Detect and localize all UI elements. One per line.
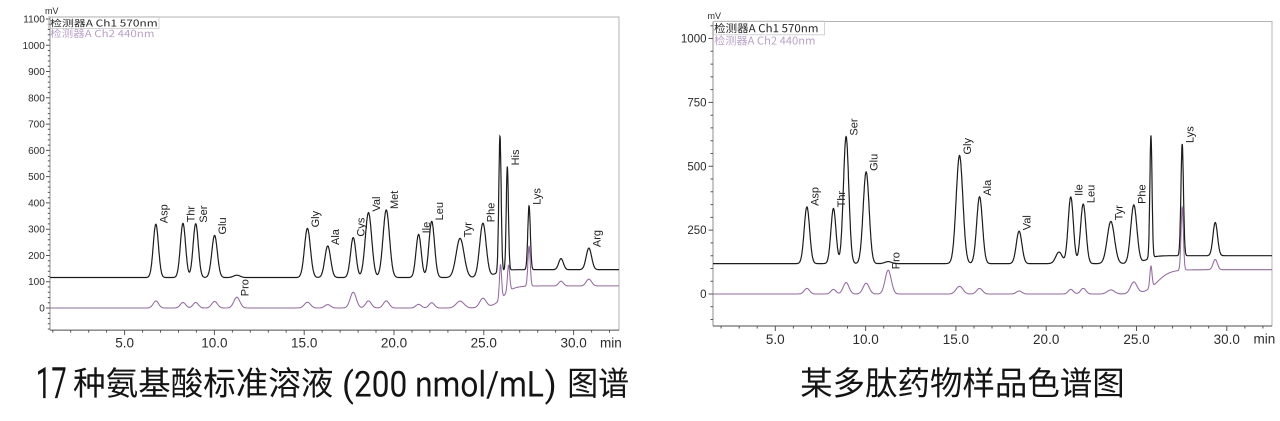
svg-text:Tyr: Tyr <box>1113 205 1125 221</box>
svg-text:min: min <box>600 336 622 351</box>
svg-text:Pro: Pro <box>239 279 251 296</box>
svg-text:1000: 1000 <box>23 41 46 52</box>
svg-text:Val: Val <box>371 197 383 212</box>
svg-text:Asp: Asp <box>158 204 170 223</box>
svg-text:Gly: Gly <box>310 210 322 227</box>
svg-text:800: 800 <box>28 93 45 104</box>
svg-text:25.0: 25.0 <box>471 336 497 351</box>
svg-text:20.0: 20.0 <box>381 336 407 351</box>
svg-text:30.0: 30.0 <box>560 336 586 351</box>
svg-text:Thr: Thr <box>836 191 848 208</box>
svg-text:750: 750 <box>687 97 706 109</box>
svg-text:Phe: Phe <box>485 203 497 223</box>
svg-text:1100: 1100 <box>23 15 45 26</box>
svg-text:1000: 1000 <box>681 34 707 46</box>
svg-text:Ser: Ser <box>198 205 210 222</box>
svg-text:25.0: 25.0 <box>1123 332 1149 347</box>
svg-text:5.0: 5.0 <box>115 336 134 351</box>
svg-text:His: His <box>510 149 522 165</box>
svg-text:700: 700 <box>28 120 45 131</box>
svg-text:Lys: Lys <box>1185 126 1197 143</box>
svg-text:Leu: Leu <box>1086 185 1098 203</box>
svg-text:Glu: Glu <box>217 217 229 234</box>
svg-text:Ala: Ala <box>982 179 994 196</box>
svg-text:0: 0 <box>39 304 45 315</box>
svg-text:Ser: Ser <box>849 118 861 135</box>
svg-text:Leu: Leu <box>434 202 446 220</box>
svg-text:Thr: Thr <box>186 206 198 223</box>
svg-text:Phe: Phe <box>1136 184 1148 204</box>
svg-text:100: 100 <box>28 277 45 288</box>
svg-text:15.0: 15.0 <box>291 336 317 351</box>
svg-text:mV: mV <box>45 6 59 16</box>
svg-text:Asp: Asp <box>809 187 821 206</box>
svg-text:200: 200 <box>28 251 45 262</box>
svg-text:10.0: 10.0 <box>852 332 878 347</box>
svg-text:Cys: Cys <box>356 217 368 236</box>
svg-text:Gly: Gly <box>962 138 974 155</box>
svg-text:500: 500 <box>687 161 706 173</box>
svg-text:min: min <box>1254 332 1276 347</box>
svg-text:15.0: 15.0 <box>943 332 969 347</box>
svg-text:250: 250 <box>687 225 706 237</box>
svg-text:300: 300 <box>28 225 45 236</box>
svg-text:5.0: 5.0 <box>766 332 785 347</box>
svg-text:Lys: Lys <box>532 188 544 205</box>
svg-text:Met: Met <box>389 191 401 209</box>
svg-text:Tyr: Tyr <box>463 222 475 238</box>
svg-text:Glu: Glu <box>869 154 881 171</box>
svg-text:10.0: 10.0 <box>201 336 227 351</box>
svg-text:600: 600 <box>28 146 45 157</box>
svg-text:20.0: 20.0 <box>1033 332 1059 347</box>
svg-text:Val: Val <box>1022 215 1034 230</box>
svg-text:Arg: Arg <box>591 230 603 247</box>
svg-text:Ala: Ala <box>330 228 342 245</box>
svg-text:mV: mV <box>708 11 722 21</box>
svg-text:900: 900 <box>28 67 45 78</box>
svg-text:Pro: Pro <box>891 252 903 269</box>
svg-text:0: 0 <box>700 289 706 301</box>
svg-text:Ile: Ile <box>1073 184 1085 196</box>
svg-text:400: 400 <box>28 198 45 209</box>
svg-text:500: 500 <box>28 172 45 183</box>
svg-text:30.0: 30.0 <box>1214 332 1240 347</box>
svg-text:Ile: Ile <box>421 222 433 234</box>
